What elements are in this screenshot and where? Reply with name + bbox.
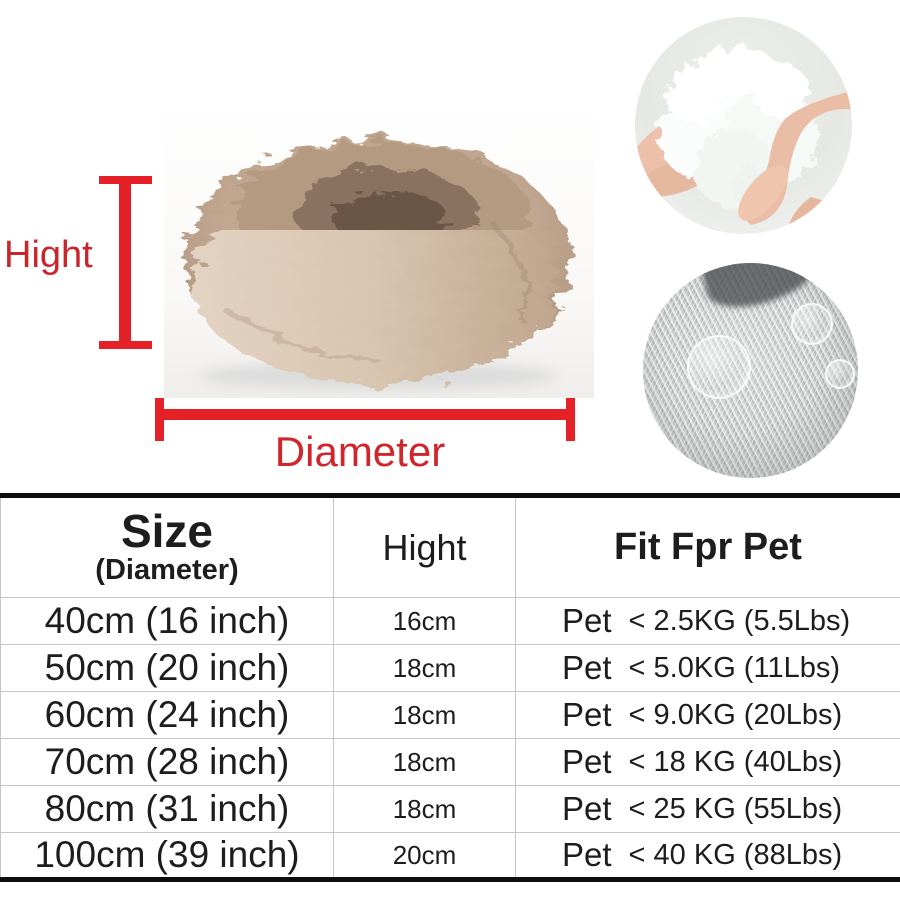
pet-bed-photo <box>164 104 594 398</box>
size-cell: 80cm (31 inch) <box>0 785 334 833</box>
size-cell: 40cm (16 inch) <box>0 597 334 645</box>
plush-fur-waterproof-closeup-photo <box>643 263 858 478</box>
pet-word: Pet <box>562 602 612 639</box>
size-cell: 50cm (20 inch) <box>0 644 334 692</box>
pet-word: Pet <box>562 649 612 686</box>
weight-limit: < 9.0KG (20Lbs) <box>628 698 843 731</box>
height-cell: 18cm <box>333 691 516 739</box>
fit-cell: Pet < 5.0KG (11Lbs) <box>515 644 900 692</box>
table-row: 50cm (20 inch) 18cm Pet < 5.0KG (11Lbs) <box>0 644 900 692</box>
height-measure-cap-bottom <box>99 341 152 349</box>
fit-cell: Pet < 25 KG (55Lbs) <box>515 785 900 833</box>
water-bubble-icon <box>791 303 833 345</box>
table-row: 80cm (31 inch) 18cm Pet < 25 KG (55Lbs) <box>0 785 900 833</box>
height-cell: 20cm <box>333 832 516 880</box>
diameter-measure-bar <box>158 409 574 420</box>
table-row: 40cm (16 inch) 16cm Pet < 2.5KG (5.5Lbs) <box>0 597 900 645</box>
size-header-subtitle: (Diameter) <box>95 554 239 586</box>
height-annotation-label: Hight <box>4 234 93 276</box>
size-header-title: Size <box>120 505 214 558</box>
product-annotation-section: Hight <box>4 17 858 478</box>
pet-word: Pet <box>562 790 612 827</box>
table-row: 70cm (28 inch) 18cm Pet < 18 KG (40Lbs) <box>0 738 900 786</box>
fit-cell: Pet < 2.5KG (5.5Lbs) <box>515 597 900 645</box>
size-cell: 70cm (28 inch) <box>0 738 334 786</box>
table-header-row: Size (Diameter) Hight Fit Fpr Pet <box>0 495 900 598</box>
weight-limit: < 40 KG (88Lbs) <box>628 838 843 871</box>
fit-cell: Pet < 18 KG (40Lbs) <box>515 738 900 786</box>
water-bubble-icon <box>825 359 855 389</box>
pet-word: Pet <box>562 836 612 873</box>
pet-word: Pet <box>562 743 612 780</box>
height-cell: 18cm <box>333 785 516 833</box>
size-cell: 60cm (24 inch) <box>0 691 334 739</box>
fit-cell: Pet < 40 KG (88Lbs) <box>515 832 900 880</box>
height-cell: 16cm <box>333 597 516 645</box>
table-row: 100cm (39 inch) 20cm Pet < 40 KG (88Lbs) <box>0 832 900 880</box>
stuffing-illustration <box>635 47 852 234</box>
col-header-fit-for-pet: Fit Fpr Pet <box>515 495 900 598</box>
col-header-size: Size (Diameter) <box>0 495 334 598</box>
fit-cell: Pet < 9.0KG (20Lbs) <box>515 691 900 739</box>
height-cell: 18cm <box>333 738 516 786</box>
size-cell: 100cm (39 inch) <box>0 832 334 880</box>
weight-limit: < 5.0KG (11Lbs) <box>628 651 840 684</box>
height-measure-stem <box>119 178 131 344</box>
hands-holding-filling-photo <box>635 17 852 234</box>
weight-limit: < 25 KG (55Lbs) <box>628 792 843 825</box>
height-cell: 18cm <box>333 644 516 692</box>
diameter-measure-tick-left <box>155 398 164 441</box>
water-bubble-icon <box>687 335 751 399</box>
pet-word: Pet <box>562 696 612 733</box>
col-header-hight: Hight <box>333 495 516 598</box>
table-row: 60cm (24 inch) 18cm Pet < 9.0KG (20Lbs) <box>0 691 900 739</box>
size-chart-table: Size (Diameter) Hight Fit Fpr Pet 40cm (… <box>0 493 900 882</box>
fluffy-donut-bed-illustration <box>184 138 572 390</box>
diameter-measure-tick-right <box>566 398 575 441</box>
diameter-annotation-label: Diameter <box>274 428 446 475</box>
weight-limit: < 2.5KG (5.5Lbs) <box>628 604 851 637</box>
weight-limit: < 18 KG (40Lbs) <box>628 745 843 778</box>
